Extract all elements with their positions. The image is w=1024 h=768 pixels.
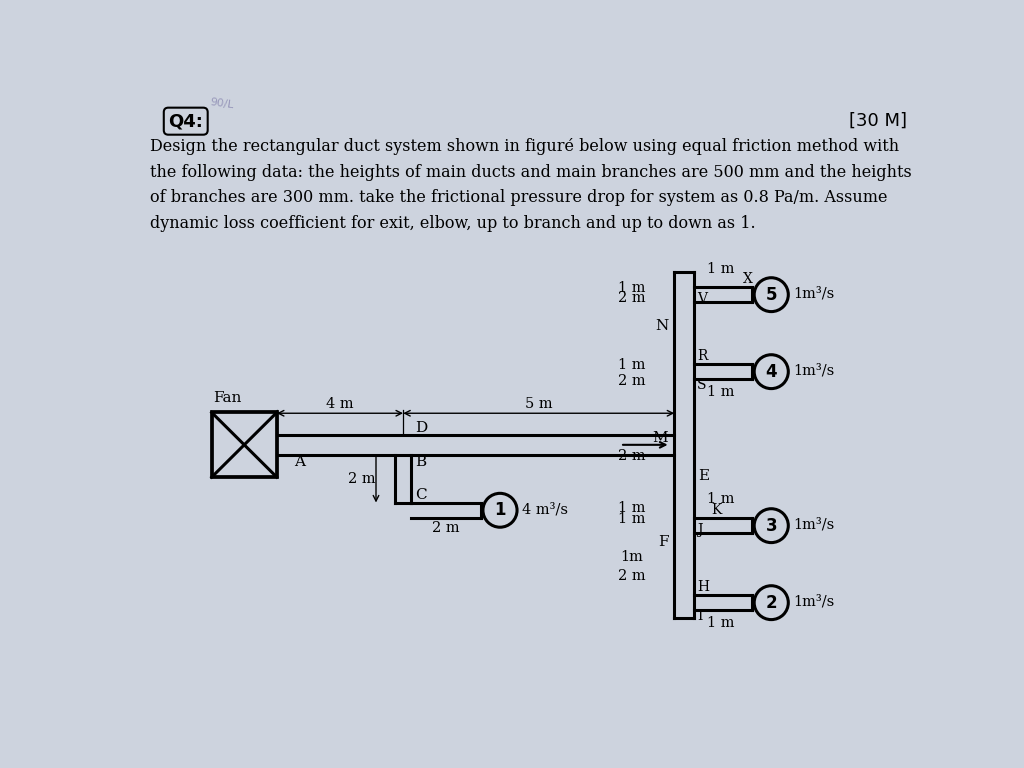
Text: Design the rectangular duct system shown in figuré below using equal friction m: Design the rectangular duct system shown… (150, 138, 911, 232)
Text: 1m: 1m (621, 550, 643, 564)
Text: R: R (697, 349, 708, 363)
Text: B: B (415, 455, 426, 469)
Text: 4: 4 (765, 362, 777, 381)
Text: Fan: Fan (213, 391, 242, 405)
Text: 1 m: 1 m (618, 280, 645, 295)
Text: 4 m³/s: 4 m³/s (522, 502, 568, 516)
Text: J: J (697, 523, 702, 537)
Text: 1 m: 1 m (708, 262, 734, 276)
Text: D: D (415, 421, 427, 435)
Text: 2: 2 (765, 594, 777, 611)
Text: 5: 5 (766, 286, 777, 303)
Text: 1 m: 1 m (618, 358, 645, 372)
Text: 1m³/s: 1m³/s (794, 518, 835, 531)
Text: 4 m: 4 m (327, 397, 353, 411)
Text: 5 m: 5 m (525, 397, 553, 411)
Text: 1 m: 1 m (618, 511, 645, 525)
Text: K: K (711, 503, 721, 517)
Text: 1 m: 1 m (708, 616, 734, 631)
Text: 1 m: 1 m (708, 492, 734, 505)
Text: E: E (698, 469, 710, 483)
Text: C: C (415, 488, 426, 502)
Text: I: I (697, 609, 702, 624)
Text: 2 m: 2 m (348, 472, 376, 485)
Bar (212, 412, 276, 477)
Text: 90/L: 90/L (209, 97, 234, 110)
Text: Q4:: Q4: (168, 112, 203, 131)
Text: 1m³/s: 1m³/s (794, 594, 835, 609)
Text: V: V (697, 292, 707, 306)
Text: H: H (697, 580, 709, 594)
Text: A: A (295, 455, 305, 468)
Text: N: N (655, 319, 669, 333)
Text: 1m³/s: 1m³/s (794, 364, 835, 378)
Text: 1 m: 1 m (708, 386, 734, 399)
Text: M: M (652, 431, 669, 445)
Text: 1m³/s: 1m³/s (794, 286, 835, 301)
Text: X: X (742, 272, 753, 286)
Text: F: F (657, 535, 669, 548)
Text: 2 m: 2 m (617, 374, 645, 388)
Text: 1 m: 1 m (618, 502, 645, 515)
Text: 2 m: 2 m (432, 521, 460, 535)
Text: 1: 1 (495, 502, 506, 519)
Text: 2 m: 2 m (617, 291, 645, 306)
Text: S: S (697, 379, 707, 392)
Text: 2 m: 2 m (617, 568, 645, 583)
Text: 3: 3 (765, 517, 777, 535)
Text: [30 M]: [30 M] (849, 112, 907, 131)
Text: 2 m: 2 m (617, 449, 645, 463)
